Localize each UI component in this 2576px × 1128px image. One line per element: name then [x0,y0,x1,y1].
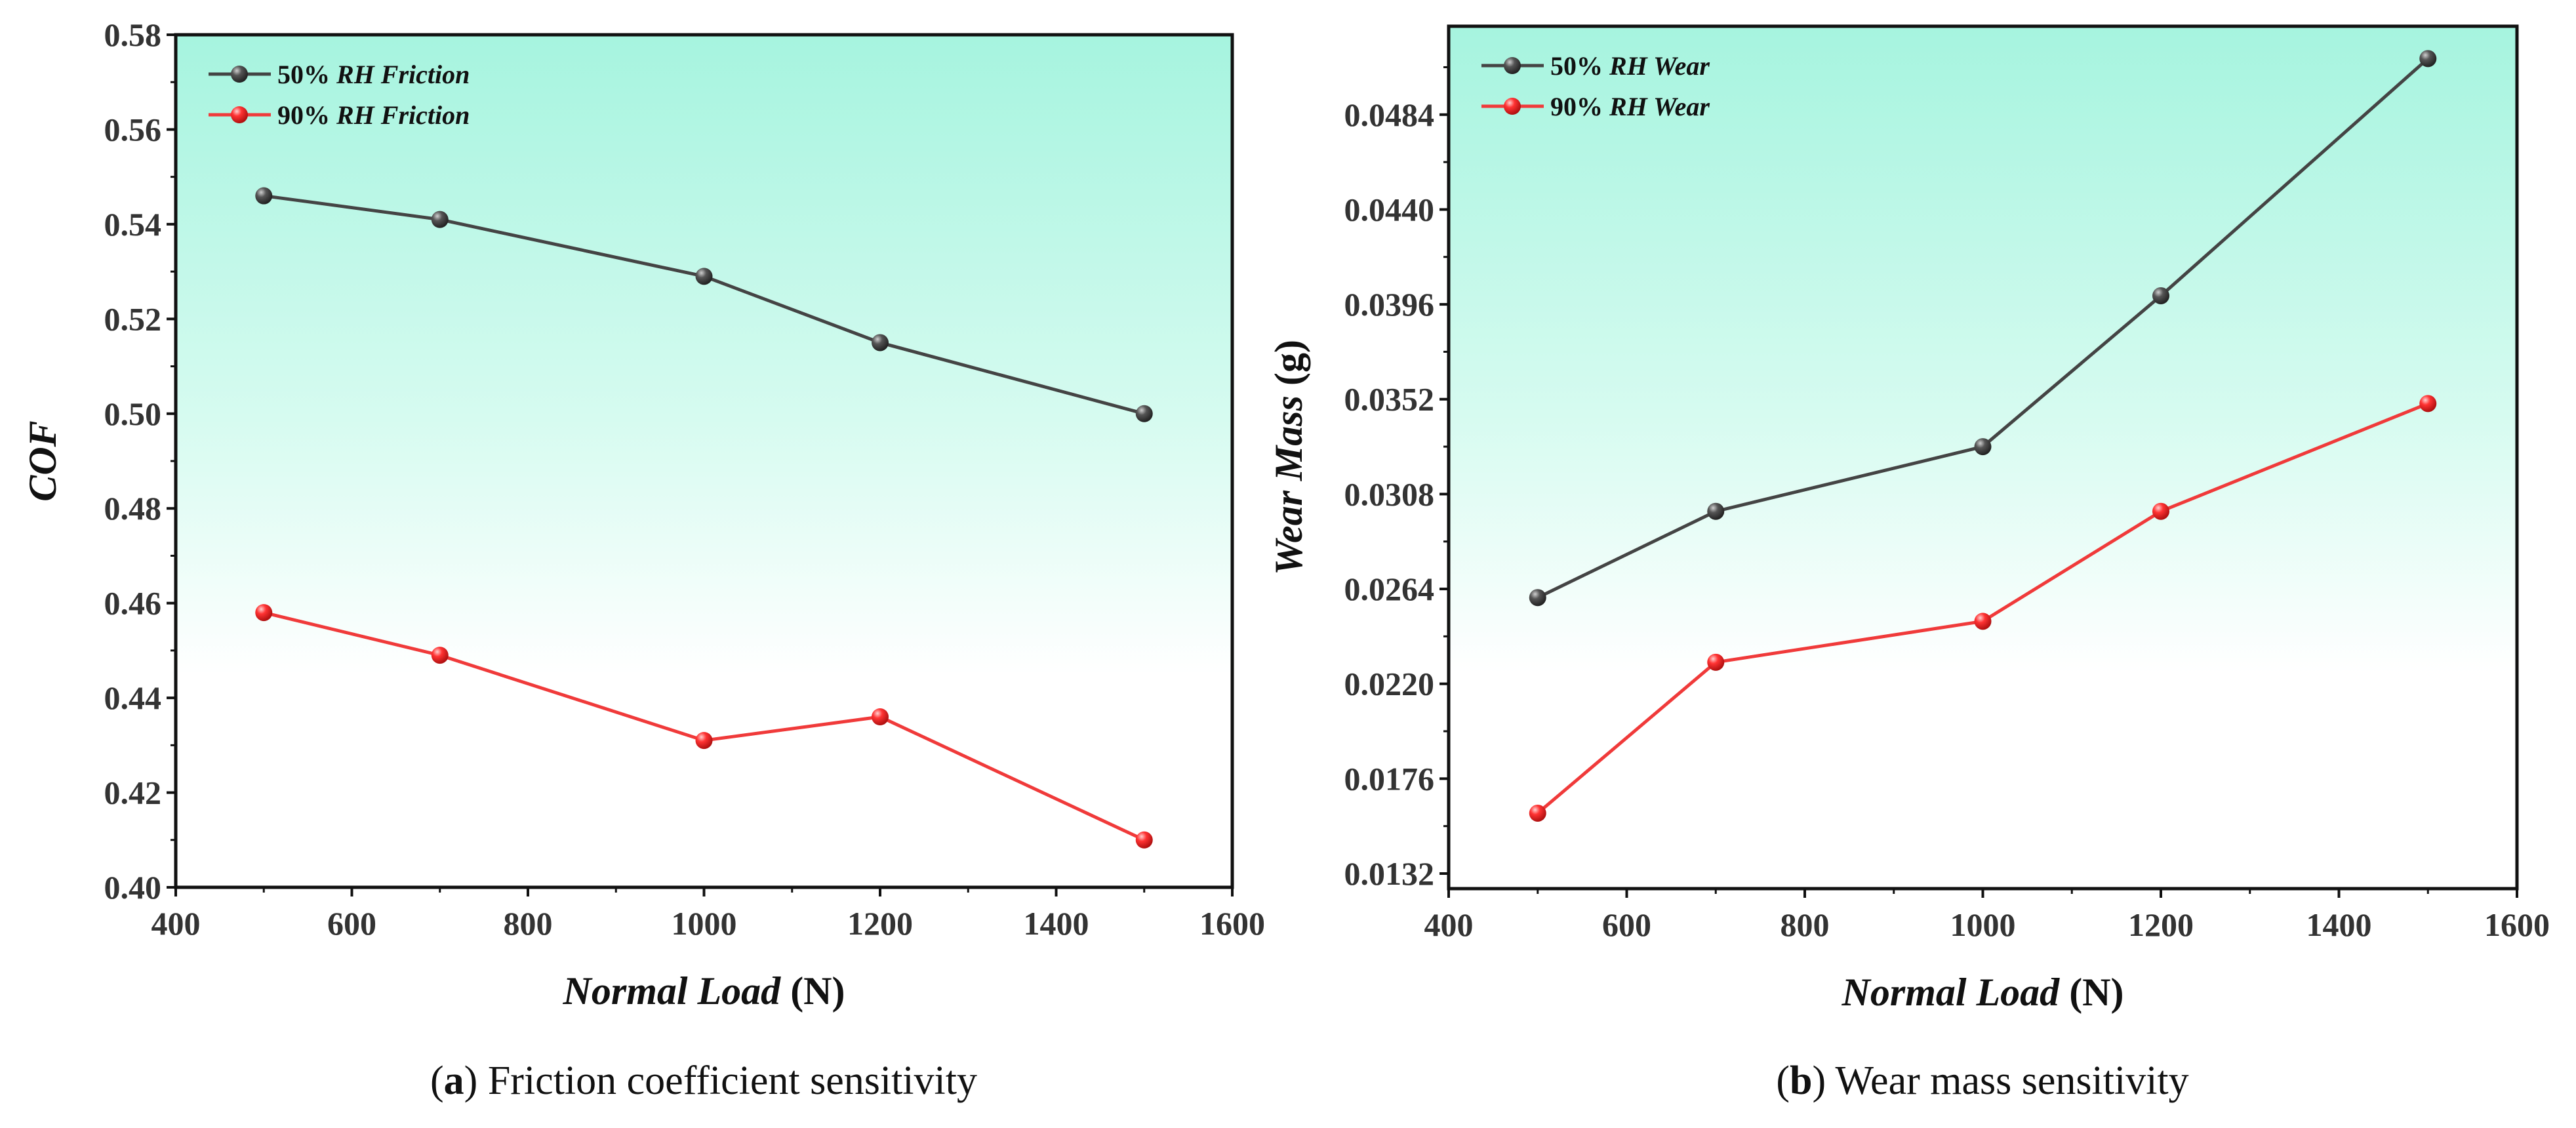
legend-prefix: 50% [277,60,336,89]
x-tick-label: 400 [1424,906,1474,943]
data-point [1974,438,1992,456]
y-tick-label: 0.0220 [1344,666,1435,702]
x-tick-label: 1200 [847,905,913,942]
data-point [2419,50,2437,68]
data-point [1135,405,1153,422]
x-axis-title-main: Normal Load [563,969,782,1013]
x-tick-label: 1400 [2306,906,2372,943]
legend-entry: 90% RH Wear [1550,92,1710,121]
legend-prefix: 50% [1550,51,1609,81]
y-tick-label: 0.0484 [1344,96,1435,133]
legend-prefix: 90% [1550,92,1609,121]
y-tick-label: 0.44 [104,679,162,716]
y-tick-label: 0.50 [104,395,162,432]
y-tick-label: 0.0176 [1344,760,1435,797]
y-tick-label: 0.48 [104,490,162,527]
legend-marker [231,66,248,83]
x-tick-label: 1400 [1024,905,1089,942]
y-tick-label: 0.0440 [1344,191,1435,228]
subfigure-caption: (b) Wear mass sensitivity [1776,1058,2188,1103]
caption-text: Friction coefficient sensitivity [477,1058,977,1103]
chart-a: 400 600 800 1000 1200 1400 1600 0.40 0.42 0.44 0.4… [21,16,1265,1103]
y-tick-label: 0.0396 [1344,286,1435,323]
y-axis-title-main: COF [21,420,64,501]
x-tick-label: 600 [1602,906,1651,943]
y-tick-label: 0.0352 [1344,381,1435,418]
data-point [872,708,889,725]
y-tick-label: 0.58 [104,16,162,53]
x-axis-title: Normal Load (N) [563,969,845,1013]
data-point [2152,502,2169,520]
data-point [255,604,273,622]
caption-paren: ) [464,1058,478,1103]
y-tick-label: 0.40 [104,869,162,906]
caption-label: a [444,1058,464,1103]
legend-entry: 90% RH Friction [277,100,470,130]
y-tick-label: 0.52 [104,300,162,337]
y-tick-label: 0.0132 [1344,855,1435,892]
y-axis-title: Wear Mass (g) [1267,340,1310,575]
y-tick-label: 0.56 [104,111,162,148]
y-tick-label: 0.42 [104,775,162,811]
x-tick-label: 1600 [2484,906,2550,943]
caption-paren: ( [1776,1058,1790,1103]
y-tick-label: 0.54 [104,206,162,243]
data-point [1529,804,1546,822]
x-tick-label: 600 [327,905,376,942]
data-point [695,732,713,750]
x-tick-label: 400 [151,905,201,942]
data-point [255,187,273,205]
legend-name: RH Friction [336,60,470,89]
data-point [431,211,449,228]
y-axis-title: COF [21,420,64,501]
subfigure-caption: (a) Friction coefficient sensitivity [430,1058,977,1103]
x-tick-label: 1000 [672,905,737,942]
data-point [431,647,449,664]
legend-name: RH Wear [1609,92,1710,121]
plot-area [1447,24,2519,891]
data-point [2152,287,2169,304]
x-tick-label: 800 [504,905,553,942]
x-axis-unit: (N) [780,969,845,1013]
legend-name: RH Friction [336,100,470,130]
legend-prefix: 90% [277,100,336,130]
legend-marker [231,106,248,123]
x-tick-label: 1600 [1199,905,1265,942]
caption-paren: ) [1812,1058,1826,1103]
legend-entry: 50% RH Friction [277,60,470,89]
y-axis-title-main: Wear Mass [1267,395,1310,575]
y-tick-label: 0.0264 [1344,571,1435,607]
legend-name: RH Wear [1609,51,1710,81]
legend-entry: 50% RH Wear [1550,51,1710,81]
caption-text: Wear mass sensitivity [1826,1058,2189,1103]
caption-paren: ( [430,1058,444,1103]
y-axis-unit: (g) [1267,340,1310,395]
data-point [872,334,889,352]
data-point [695,268,713,285]
data-point [1974,613,1992,630]
caption-label: b [1790,1058,1812,1103]
x-axis-unit: (N) [2059,971,2123,1014]
x-axis-title: Normal Load (N) [1841,971,2124,1014]
x-axis-title-main: Normal Load [1841,971,2061,1014]
x-tick-label: 800 [1781,906,1830,943]
data-point [1707,653,1725,671]
y-tick-label: 0.0308 [1344,475,1435,512]
legend-marker [1504,98,1521,115]
data-point [1135,831,1153,849]
data-point [2419,395,2437,413]
x-tick-label: 1000 [1950,906,2016,943]
data-point [1707,502,1725,520]
legend-marker [1504,57,1521,74]
x-tick-label: 1200 [2128,906,2194,943]
data-point [1529,589,1546,607]
plot-area [174,33,1234,889]
y-tick-label: 0.46 [104,585,162,622]
chart-b: 400 600 800 1000 1200 1400 1600 0.0132 0.0176 0.0… [1267,24,2550,1103]
